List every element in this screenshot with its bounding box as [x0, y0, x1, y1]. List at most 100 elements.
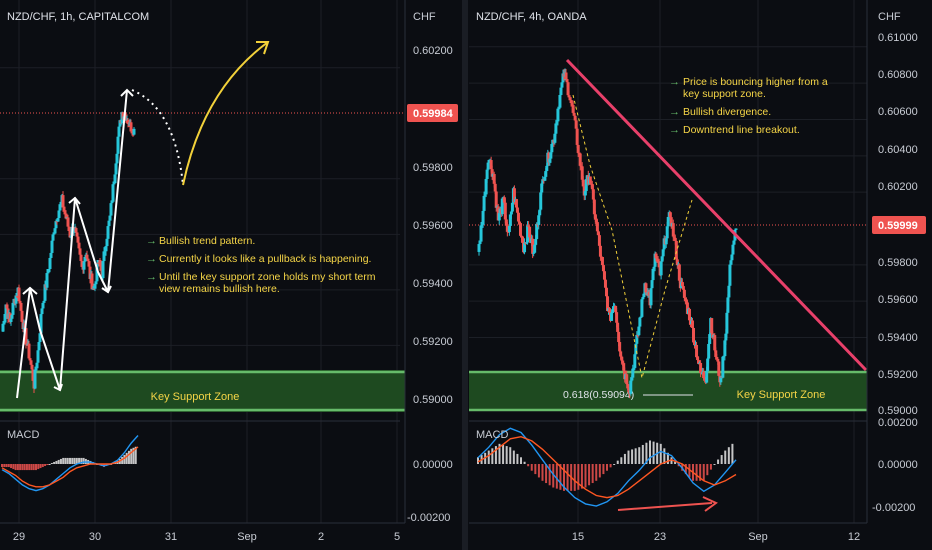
macd-histogram-bar [598, 464, 601, 478]
macd-histogram-bar [645, 442, 648, 464]
candle-body [76, 236, 80, 243]
right-chart-title: NZD/CHF, 4h, OANDA [476, 11, 587, 23]
candle-body [696, 357, 700, 361]
right-time-axis[interactable]: 15 23 Sep 12 [469, 522, 867, 543]
candle-body [653, 253, 657, 267]
macd-histogram-bar [609, 464, 612, 468]
candle-body [705, 371, 709, 383]
candle-body [639, 316, 643, 318]
candle-body [502, 197, 506, 203]
macd-histogram-bar [57, 459, 60, 464]
candle-body [635, 334, 639, 344]
candle-body [716, 358, 720, 362]
left-notes: → Bullish trend pattern. → Currently it … [146, 235, 378, 295]
right-time-tick: 12 [848, 531, 860, 543]
right-price-axis[interactable]: CHF 0.61000 0.60800 0.60600 0.60400 0.60… [866, 0, 926, 523]
note-arrow-icon: → [669, 124, 680, 136]
candle-body [487, 160, 491, 163]
macd-histogram-bar [523, 461, 526, 464]
candle-body [634, 343, 638, 355]
left-note-3: Until the key support zone holds my shor… [159, 271, 378, 295]
candle-body [80, 260, 84, 267]
candle-body [606, 296, 610, 311]
candle-body [581, 179, 585, 187]
macd-histogram-bar [545, 464, 548, 484]
macd-histogram-bar [41, 464, 44, 468]
macd-histogram-bar [121, 456, 124, 464]
candle-body [665, 226, 669, 239]
left-price-tick: 0.59400 [413, 278, 453, 290]
macd-histogram-bar [21, 464, 24, 471]
candle-body [729, 260, 733, 265]
candle-body [651, 268, 655, 281]
macd-histogram-bar [563, 464, 565, 491]
left-chart-panel[interactable]: Key Support Zone → Bullish trend pattern… [0, 0, 405, 523]
left-last-price-badge [407, 104, 458, 122]
right-price-tick: 0.59200 [878, 369, 918, 381]
candle-body [560, 82, 564, 88]
left-price-axis[interactable]: CHF 0.60200 0.59800 0.59600 0.59400 0.59… [404, 0, 458, 524]
candle-body [652, 266, 656, 269]
candle-body [521, 236, 525, 243]
candle-body [584, 179, 588, 192]
candle-body [674, 240, 678, 260]
candle-body [656, 259, 660, 262]
macd-histogram-bar [684, 464, 687, 475]
right-candles [477, 68, 738, 399]
candle-body [129, 122, 133, 132]
candle-body [690, 320, 694, 328]
candle-body [114, 163, 118, 175]
right-price-tick: 0.61000 [878, 32, 918, 44]
macd-histogram-bar [82, 457, 85, 464]
candle-body [78, 248, 82, 255]
candle-body [527, 225, 531, 227]
candle-body [101, 261, 105, 279]
macd-histogram-bar [505, 446, 508, 464]
candle-body [9, 318, 13, 322]
candle-body [537, 215, 541, 225]
candle-body [567, 95, 571, 98]
candle-body [650, 280, 654, 289]
candle-body [697, 360, 701, 364]
candle-body [610, 312, 614, 321]
candle-body [621, 360, 625, 364]
macd-histogram-bar [125, 452, 128, 464]
macd-histogram-bar [62, 457, 65, 464]
left-last-price-label: 0.59984 [413, 108, 454, 120]
macd-histogram-bar [37, 464, 40, 470]
right-macd-tick: -0.00200 [872, 502, 915, 514]
right-price-tick: 0.59000 [878, 405, 918, 417]
candle-body [727, 285, 731, 298]
candle-body [601, 265, 605, 272]
right-price-tick: 0.60200 [878, 181, 918, 193]
right-chart-panel[interactable]: Key Support Zone 0.618(0.59094) → Price … [469, 0, 868, 523]
macd-histogram-bar [12, 464, 15, 470]
candle-body [547, 152, 551, 163]
candle-body [659, 261, 663, 276]
macd-histogram-bar [5, 464, 8, 468]
left-time-axis[interactable]: 29 30 31 Sep 2 5 [0, 522, 405, 543]
candle-body [28, 358, 32, 361]
candle-body [99, 266, 103, 271]
candle-body [29, 360, 33, 365]
candle-body [617, 331, 621, 343]
candle-body [478, 241, 482, 245]
candle-body [36, 350, 40, 363]
candle-body [38, 333, 42, 343]
candle-body [90, 273, 94, 290]
macd-histogram-bar [55, 460, 58, 464]
left-support-label: Key Support Zone [151, 391, 240, 403]
candle-body [483, 194, 487, 196]
candle-body [118, 120, 122, 127]
right-macd-pane [477, 427, 737, 507]
candle-body [590, 184, 594, 190]
candle-body [88, 266, 92, 280]
candle-body [132, 128, 136, 135]
candle-body [622, 363, 626, 371]
left-zigzag-arrowhead-2 [53, 383, 63, 392]
right-time-tick: 23 [654, 531, 666, 543]
candle-body [482, 195, 486, 211]
macd-histogram-bar [717, 459, 720, 464]
macd-histogram-bar [50, 462, 53, 464]
